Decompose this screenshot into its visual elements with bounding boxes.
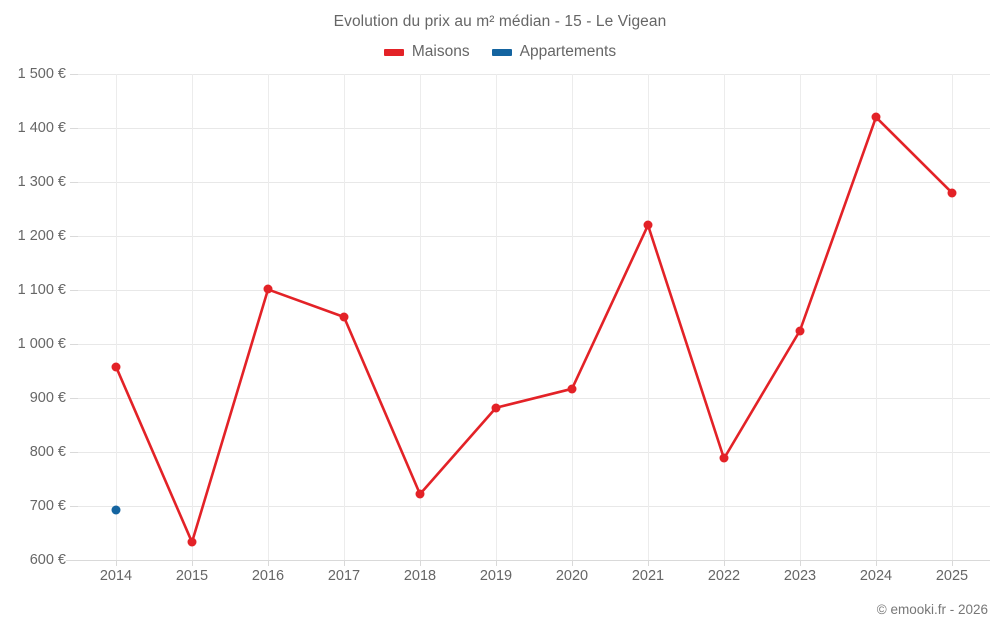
x-axis-tick-label: 2022 <box>707 568 741 584</box>
legend-label: Appartements <box>519 43 617 60</box>
x-axis-tick-mark <box>952 560 953 566</box>
gridline-horizontal <box>78 236 990 237</box>
x-axis-tick-label: 2024 <box>859 568 893 584</box>
series-line-maisons <box>114 115 954 544</box>
gridline-horizontal <box>78 290 990 291</box>
footer-credit: © emooki.fr - 2026 <box>876 602 988 617</box>
x-axis-tick-label: 2025 <box>935 568 969 584</box>
gridline-vertical <box>268 74 269 560</box>
data-point-marker[interactable] <box>491 403 501 413</box>
x-axis-tick-mark <box>876 560 877 566</box>
legend-swatch-icon <box>383 48 404 56</box>
gridline-horizontal <box>78 452 990 453</box>
x-axis-tick-label: 2023 <box>783 568 817 584</box>
x-axis-tick-mark <box>116 560 117 566</box>
x-axis-tick-mark <box>724 560 725 566</box>
gridline-vertical <box>876 74 877 560</box>
data-point-marker[interactable] <box>871 112 881 122</box>
legend-swatch-icon <box>491 48 512 56</box>
gridline-horizontal <box>78 182 990 183</box>
data-point-marker[interactable] <box>111 362 121 372</box>
data-point-marker[interactable] <box>567 384 577 394</box>
gridline-vertical <box>496 74 497 560</box>
x-axis-tick-mark <box>420 560 421 566</box>
gridline-vertical <box>116 74 117 560</box>
x-axis-tick-label: 2020 <box>555 568 589 584</box>
data-point-marker[interactable] <box>187 537 197 547</box>
x-axis-tick-label: 2021 <box>631 568 665 584</box>
gridline-horizontal <box>78 128 990 129</box>
gridline-horizontal <box>78 74 990 75</box>
x-axis-line <box>66 560 990 561</box>
data-point-marker[interactable] <box>415 489 425 499</box>
gridline-vertical <box>572 74 573 560</box>
x-axis-tick-mark <box>572 560 573 566</box>
legend-label: Maisons <box>411 43 470 60</box>
chart-title: Evolution du prix au m² médian - 15 - Le… <box>333 13 667 30</box>
gridline-horizontal <box>78 344 990 345</box>
x-axis-tick-label: 2014 <box>99 568 133 584</box>
gridline-vertical <box>192 74 193 560</box>
legend-item-maisons[interactable]: Maisons <box>383 43 470 61</box>
gridline-vertical <box>800 74 801 560</box>
data-point-marker[interactable] <box>947 188 957 198</box>
data-point-marker[interactable] <box>795 326 805 335</box>
x-axis-tick-mark <box>800 560 801 566</box>
x-axis-tick-label: 2018 <box>403 568 437 584</box>
x-axis-tick-label: 2015 <box>175 568 209 584</box>
x-axis-tick-mark <box>496 560 497 566</box>
x-axis-tick-label: 2017 <box>327 568 361 584</box>
data-point-marker[interactable] <box>339 312 349 322</box>
data-point-marker[interactable] <box>111 505 121 515</box>
x-axis-tick-label: 2019 <box>479 568 513 584</box>
x-axis-tick-mark <box>192 560 193 566</box>
gridline-horizontal <box>78 506 990 507</box>
chart-legend: Maisons Appartements <box>0 43 1000 61</box>
x-axis-tick-mark <box>344 560 345 566</box>
gridline-vertical <box>952 74 953 560</box>
legend-item-appartements[interactable]: Appartements <box>491 43 617 61</box>
data-point-marker[interactable] <box>263 284 273 294</box>
gridline-vertical <box>724 74 725 560</box>
x-axis-tick-mark <box>268 560 269 566</box>
gridline-vertical <box>648 74 649 560</box>
data-point-marker[interactable] <box>643 220 653 230</box>
x-axis-tick-label: 2016 <box>251 568 285 584</box>
gridline-vertical <box>420 74 421 560</box>
x-axis-tick-mark <box>648 560 649 566</box>
data-point-marker[interactable] <box>719 453 729 463</box>
